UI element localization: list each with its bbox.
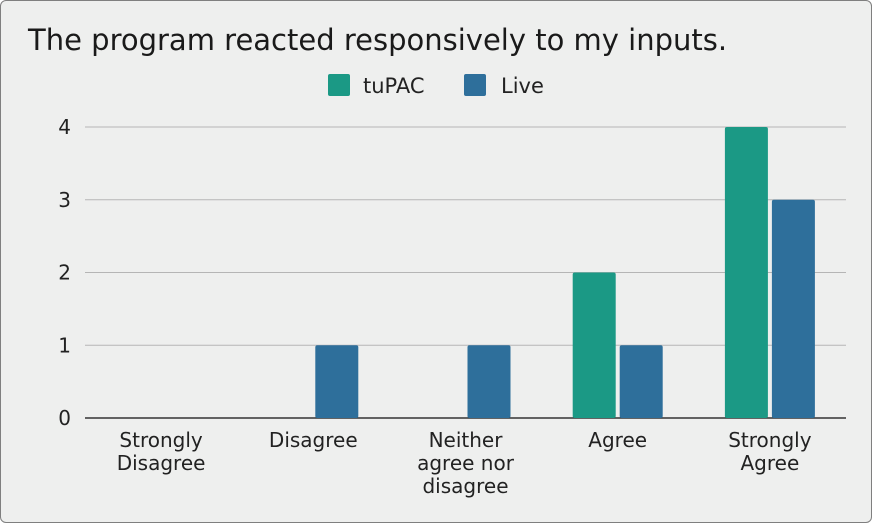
y-tick-label: 1 <box>58 333 71 357</box>
legend-label-tupac: tuPAC <box>363 74 425 98</box>
y-tick-labels: 0 1 2 3 4 <box>58 115 71 430</box>
x-tick-label: Neither <box>429 428 504 452</box>
legend-label-live: Live <box>501 74 544 98</box>
bar-tupac-4 <box>724 127 768 418</box>
legend-swatch-tupac <box>328 74 350 96</box>
x-tick-label: disagree <box>422 474 508 498</box>
y-tick-label: 4 <box>58 115 71 139</box>
bar-live-1 <box>315 345 359 418</box>
gridlines <box>85 126 846 419</box>
legend-swatch-live <box>464 74 486 96</box>
y-tick-label: 3 <box>58 188 71 212</box>
x-tick-label: agree nor <box>417 451 515 475</box>
bar-live-2 <box>467 345 511 418</box>
bar-live-4 <box>771 199 815 418</box>
legend: tuPAC Live <box>328 74 544 98</box>
x-tick-label: Strongly <box>728 428 811 452</box>
bar-live-3 <box>619 345 663 418</box>
x-tick-label: Agree <box>741 451 800 475</box>
x-tick-label: Disagree <box>117 451 206 475</box>
x-tick-label: Strongly <box>119 428 202 452</box>
x-tick-label: Disagree <box>269 428 358 452</box>
y-tick-label: 2 <box>58 261 71 285</box>
chart-title: The program reacted responsively to my i… <box>28 23 728 57</box>
bar-tupac-3 <box>572 272 616 418</box>
y-tick-label: 0 <box>58 406 71 430</box>
bars <box>315 127 815 418</box>
x-tick-label: Agree <box>588 428 647 452</box>
